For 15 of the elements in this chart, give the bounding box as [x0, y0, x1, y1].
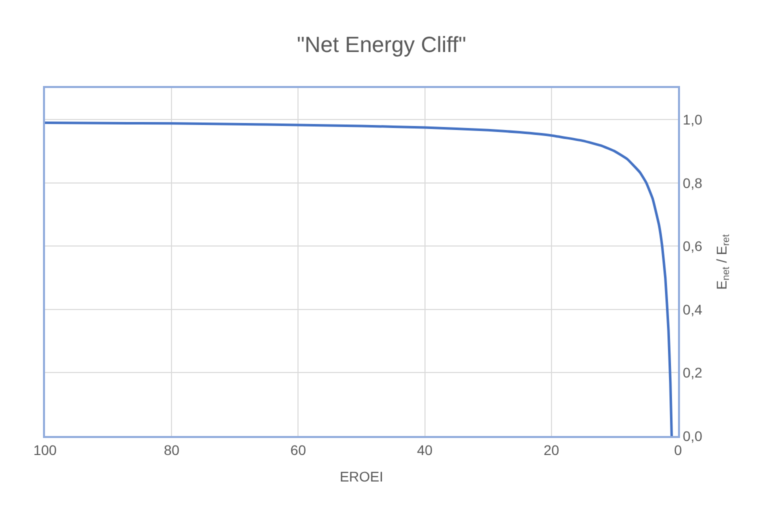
line-series [45, 122, 673, 436]
y-tick-label: 0,6 [682, 238, 702, 254]
x-tick-label: 40 [417, 442, 433, 458]
y-tick-label: 0,2 [682, 364, 702, 381]
y-tick-label: 1,0 [682, 112, 702, 128]
x-tick-label: 80 [164, 442, 180, 458]
x-tick-label: 0 [674, 442, 682, 458]
chart-title: "Net Energy Cliff" [296, 32, 466, 57]
x-tick-label: 100 [33, 442, 57, 458]
y-tick-label: 0,4 [682, 301, 702, 318]
y-tick-label: 0,0 [682, 428, 702, 444]
x-axis-title: EROEI [340, 468, 384, 485]
y-tick-label: 0,8 [682, 174, 702, 191]
x-tick-label: 60 [290, 442, 306, 458]
x-tick-label: 20 [544, 442, 560, 458]
